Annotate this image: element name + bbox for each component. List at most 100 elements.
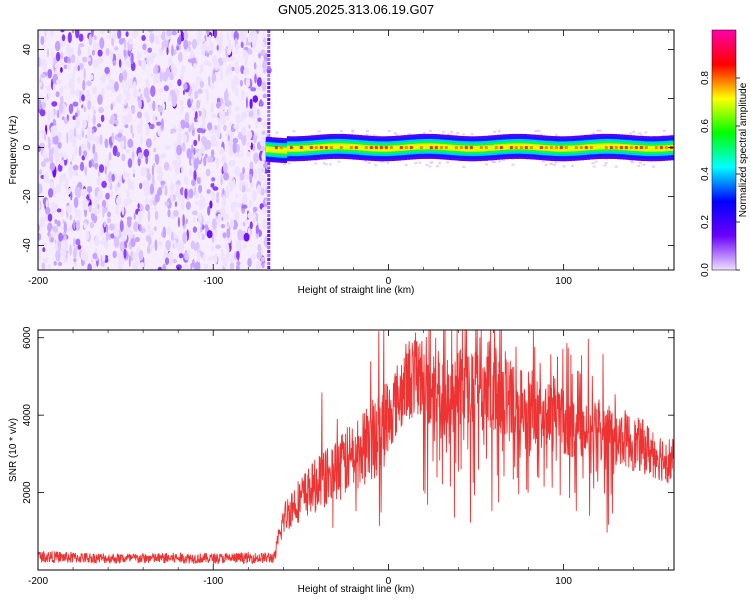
snr-ticks: -200 -100 0 100 2000 4000 6000: [22, 326, 674, 587]
noise-speckle: [206, 45, 210, 53]
band-layer: [667, 145, 671, 151]
noise-speckle: [64, 175, 67, 183]
band-peak: [289, 146, 293, 150]
noise-speckle: [69, 214, 73, 221]
band-speckle: [493, 130, 497, 133]
band-speckle: [446, 161, 449, 164]
noise-speckle: [47, 48, 49, 58]
band-peak: [499, 146, 503, 150]
noise-speckle: [246, 151, 251, 158]
noise-speckle: [95, 209, 101, 215]
noise-speckle: [207, 122, 213, 131]
noise-speckle: [168, 166, 173, 171]
band-layer: [637, 145, 641, 152]
noise-speckle: [116, 195, 122, 206]
noise-speckle: [92, 104, 95, 113]
noise-speckle: [191, 144, 194, 154]
noise-speckle: [154, 210, 159, 221]
band-speckle: [275, 131, 279, 134]
noise-speckle: [133, 212, 136, 220]
noise-speckle: [140, 52, 143, 59]
noise-speckle: [117, 181, 121, 188]
noise-speckle: [105, 192, 110, 200]
band-speckle: [393, 131, 397, 134]
noise-speckle: [199, 80, 204, 89]
noise-speckle: [164, 201, 170, 207]
noise-speckle: [87, 45, 90, 56]
band-peak: [329, 146, 333, 150]
noise-speckle: [83, 222, 88, 229]
noise-speckle: [70, 47, 75, 54]
noise-speckle: [177, 79, 182, 87]
noise-speckle: [242, 167, 246, 175]
noise-speckle: [239, 179, 243, 192]
noise-speckle: [147, 210, 151, 223]
noise-speckle: [235, 86, 239, 97]
noise-speckle: [211, 245, 214, 252]
noise-speckle: [42, 150, 48, 159]
noise-speckle: [152, 113, 156, 126]
spectrogram-x-tick-label: -100: [203, 276, 223, 287]
noise-speckle: [229, 218, 235, 230]
noise-speckle: [45, 206, 51, 215]
noise-speckle: [257, 117, 262, 123]
noise-speckle: [104, 66, 110, 75]
band-speckle: [365, 133, 369, 136]
noise-edge: [267, 34, 271, 37]
noise-speckle: [231, 44, 234, 53]
noise-speckle: [38, 232, 42, 241]
noise-speckle: [229, 56, 235, 62]
noise-speckle: [75, 30, 80, 39]
noise-speckle: [246, 130, 253, 140]
noise-edge: [267, 170, 271, 173]
noise-speckle: [201, 233, 205, 241]
noise-speckle: [153, 135, 157, 141]
noise-speckle: [163, 39, 169, 48]
noise-speckle: [122, 170, 127, 180]
noise-speckle: [59, 60, 65, 66]
noise-speckle: [173, 209, 179, 217]
noise-speckle: [132, 252, 138, 260]
noise-speckle: [38, 145, 41, 153]
noise-speckle: [145, 123, 150, 136]
noise-speckle: [209, 50, 213, 56]
noise-speckle: [143, 184, 147, 190]
band-speckle: [408, 133, 412, 136]
noise-speckle: [202, 110, 205, 121]
noise-speckle: [236, 153, 242, 158]
noise-speckle: [171, 44, 174, 57]
noise-speckle: [54, 69, 58, 74]
noise-speckle: [137, 203, 140, 209]
band-layer: [376, 145, 380, 152]
noise-speckle: [112, 250, 117, 259]
noise-edge: [267, 134, 271, 137]
noise-speckle: [118, 173, 122, 184]
noise-edge: [267, 214, 271, 217]
noise-speckle: [108, 34, 113, 39]
noise-speckle: [60, 51, 64, 60]
noise-speckle: [131, 106, 136, 115]
band-layer: [271, 146, 275, 153]
noise-speckle: [209, 41, 214, 49]
noise-speckle: [261, 262, 265, 269]
noise-speckle: [104, 138, 109, 149]
noise-speckle: [249, 98, 253, 110]
noise-speckle: [160, 33, 167, 41]
noise-speckle: [215, 244, 222, 249]
band-peak: [374, 146, 378, 150]
noise-speckle: [160, 118, 164, 130]
band-peak: [654, 146, 658, 150]
noise-speckle: [249, 221, 253, 230]
band-speckle: [603, 164, 607, 167]
noise-speckle: [145, 204, 150, 212]
band-layer: [322, 143, 326, 150]
noise-speckle: [246, 141, 252, 148]
noise-speckle: [182, 232, 188, 244]
noise-speckle: [124, 39, 127, 50]
noise-speckle: [220, 70, 224, 82]
band-speckle: [314, 162, 318, 165]
band-peak: [519, 146, 523, 150]
noise-speckle: [185, 176, 189, 188]
noise-speckle: [152, 163, 156, 168]
noise-speckle: [174, 201, 178, 208]
